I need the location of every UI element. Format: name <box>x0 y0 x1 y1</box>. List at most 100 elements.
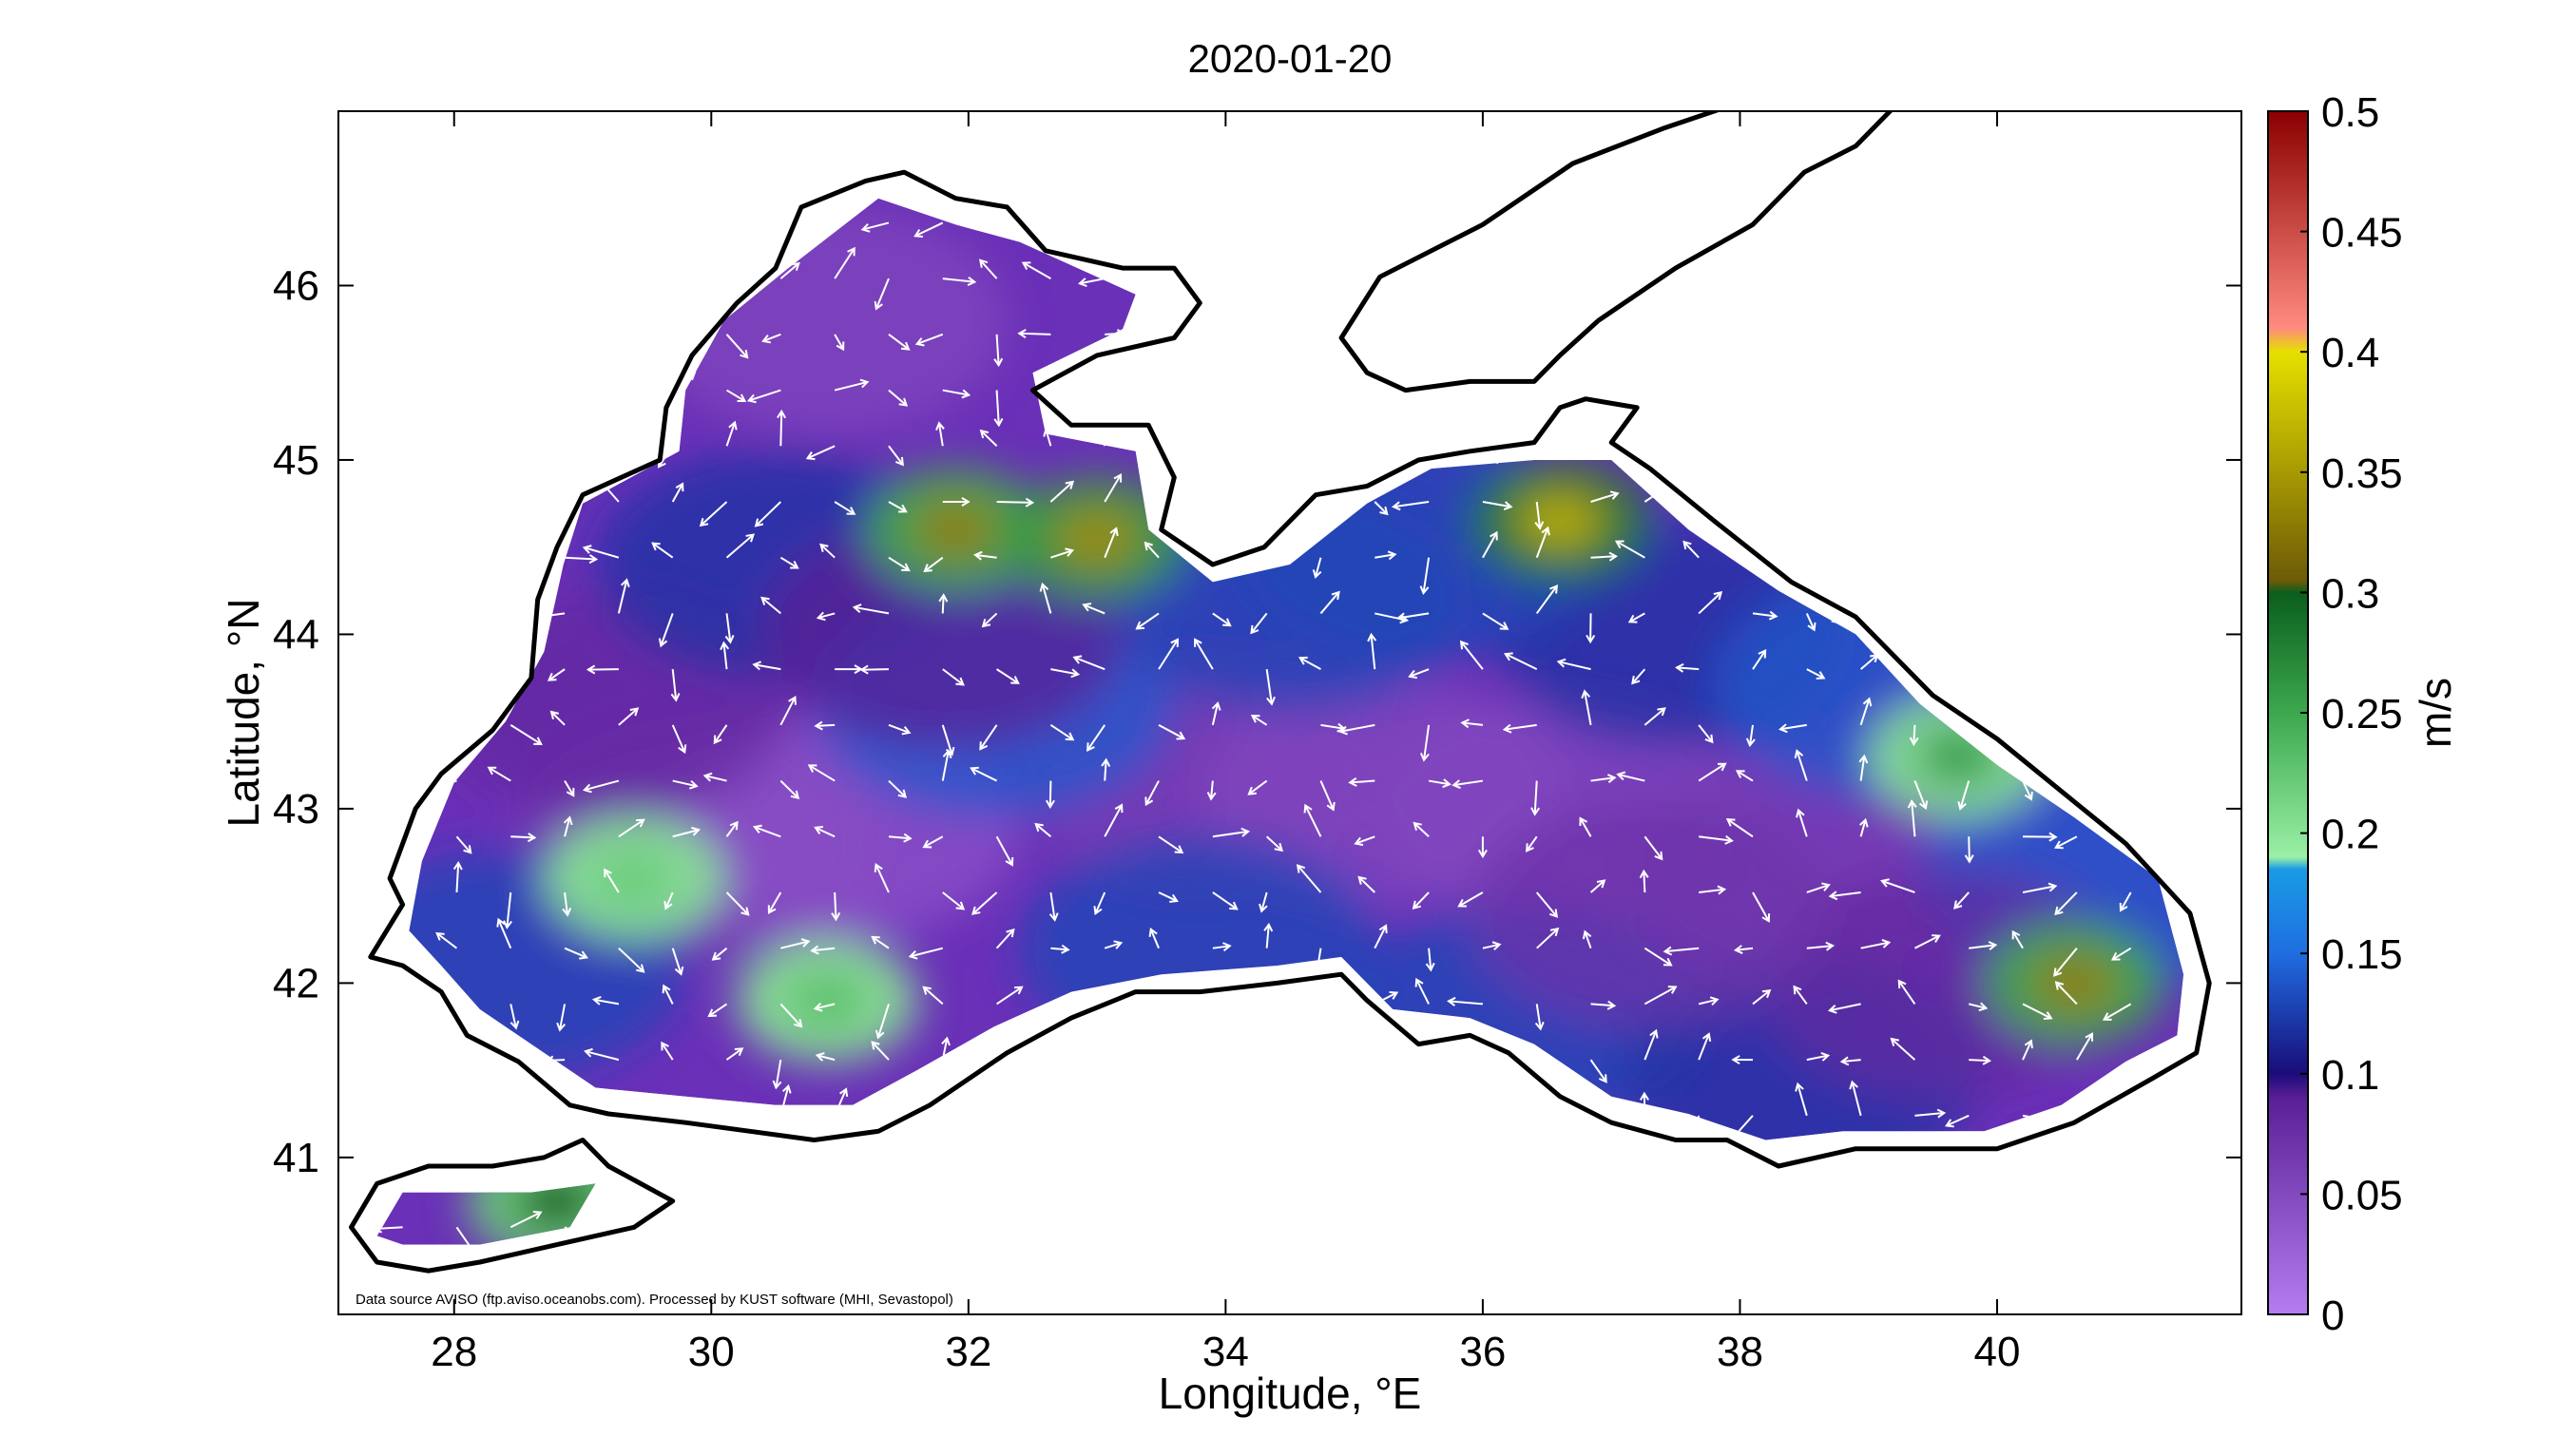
velocity-arrow <box>1901 390 1916 422</box>
velocity-arrow <box>2130 1226 2149 1236</box>
velocity-arrow <box>1859 521 1871 558</box>
velocity-arrow <box>1860 939 1892 949</box>
velocity-arrow <box>1913 934 1941 949</box>
speed-region <box>1764 869 2126 1098</box>
velocity-arrow <box>807 764 836 782</box>
velocity-arrow <box>2076 495 2103 506</box>
velocity-arrow <box>1211 537 1222 559</box>
velocity-arrow <box>752 661 781 671</box>
velocity-arrow <box>1375 550 1397 561</box>
velocity-arrow <box>2162 206 2184 224</box>
velocity-arrow <box>2022 603 2039 615</box>
velocity-arrow <box>834 334 845 352</box>
velocity-arrow <box>1614 540 1645 559</box>
velocity-arrow <box>1968 206 2004 224</box>
velocity-arrow <box>1586 613 1596 644</box>
velocity-arrow <box>752 824 781 838</box>
velocity-arrow <box>2159 779 2184 789</box>
velocity-arrow <box>1890 1037 1916 1061</box>
speed-hotspot <box>1915 727 2002 785</box>
velocity-arrow <box>1184 1059 1214 1082</box>
velocity-arrow <box>1913 780 1929 811</box>
velocity-arrow <box>1234 1059 1268 1077</box>
velocity-arrow <box>1202 316 1214 335</box>
velocity-arrow <box>1752 445 1770 460</box>
velocity-arrow <box>776 222 786 247</box>
velocity-arrow <box>2076 779 2098 799</box>
velocity-arrow <box>2129 390 2151 423</box>
velocity-arrow <box>1049 389 1068 409</box>
velocity-arrow <box>1735 770 1754 782</box>
velocity-arrow <box>401 334 422 368</box>
velocity-arrow <box>1413 821 1430 838</box>
velocity-arrow <box>1699 1167 1731 1178</box>
velocity-arrow <box>1536 1226 1567 1245</box>
velocity-arrow <box>1898 222 1916 257</box>
velocity-arrow <box>1482 612 1509 630</box>
velocity-arrow <box>871 1041 890 1061</box>
velocity-arrow <box>1698 1032 1712 1061</box>
velocity-arrow <box>1698 210 1719 224</box>
velocity-arrow <box>1354 835 1375 847</box>
velocity-arrow <box>699 501 728 527</box>
velocity-arrow <box>671 724 687 755</box>
velocity-arrow <box>380 278 403 289</box>
velocity-arrow <box>1319 256 1339 279</box>
velocity-arrow <box>913 221 944 239</box>
velocity-arrow <box>1482 1170 1511 1193</box>
velocity-arrow <box>942 389 971 399</box>
velocity-arrow <box>888 723 912 736</box>
velocity-arrow <box>1590 389 1627 401</box>
velocity-arrow <box>671 482 684 503</box>
velocity-arrow <box>2110 1170 2132 1192</box>
velocity-arrow <box>584 1047 620 1062</box>
velocity-arrow <box>1778 385 1807 395</box>
velocity-arrow <box>1525 835 1538 853</box>
colorbar-tick-label: 0.2 <box>2321 812 2379 858</box>
velocity-arrow <box>1503 652 1538 671</box>
velocity-arrow <box>1589 1226 1605 1245</box>
speed-hotspot <box>1517 492 1604 550</box>
velocity-arrow <box>2166 1170 2184 1195</box>
velocity-arrow <box>1348 776 1375 787</box>
velocity-arrow <box>2004 546 2024 559</box>
velocity-arrow <box>1879 878 1915 893</box>
velocity-arrow <box>1144 1226 1160 1245</box>
velocity-arrow <box>505 1140 515 1172</box>
velocity-arrow <box>670 669 681 702</box>
velocity-arrow <box>2166 723 2184 737</box>
velocity-arrow <box>941 724 955 757</box>
black-sea-coastline <box>368 169 2212 1169</box>
velocity-arrow <box>1855 368 1866 391</box>
velocity-arrow <box>1961 593 1971 614</box>
velocity-arrow <box>455 198 481 224</box>
velocity-arrow <box>1953 891 1970 910</box>
velocity-arrow <box>509 723 543 746</box>
velocity-arrow <box>496 917 512 949</box>
speed-hotspot <box>784 971 871 1029</box>
velocity-arrow <box>1644 1028 1659 1061</box>
velocity-arrow <box>1211 413 1227 447</box>
velocity-arrow <box>874 862 890 893</box>
velocity-arrow <box>1806 1051 1831 1062</box>
velocity-arrow <box>1144 541 1160 559</box>
velocity-arrow <box>978 259 998 279</box>
velocity-arrow <box>888 833 913 843</box>
velocity-arrow <box>719 222 729 249</box>
velocity-arrow <box>509 556 535 583</box>
velocity-arrow <box>856 1210 890 1229</box>
velocity-arrow <box>922 835 944 849</box>
velocity-arrow <box>1264 501 1275 524</box>
velocity-arrow <box>2053 948 2078 977</box>
velocity-arrow <box>1050 944 1070 954</box>
azov-sea-coastline <box>1338 111 1894 393</box>
velocity-arrow <box>1968 334 1983 353</box>
velocity-arrow <box>1412 891 1430 910</box>
velocity-arrow <box>1806 941 1835 951</box>
velocity-arrow <box>487 766 511 782</box>
velocity-arrow <box>1733 945 1754 954</box>
velocity-arrow <box>942 497 971 507</box>
velocity-arrow <box>455 835 472 854</box>
velocity-arrow <box>779 695 797 726</box>
velocity-arrow <box>582 779 620 794</box>
